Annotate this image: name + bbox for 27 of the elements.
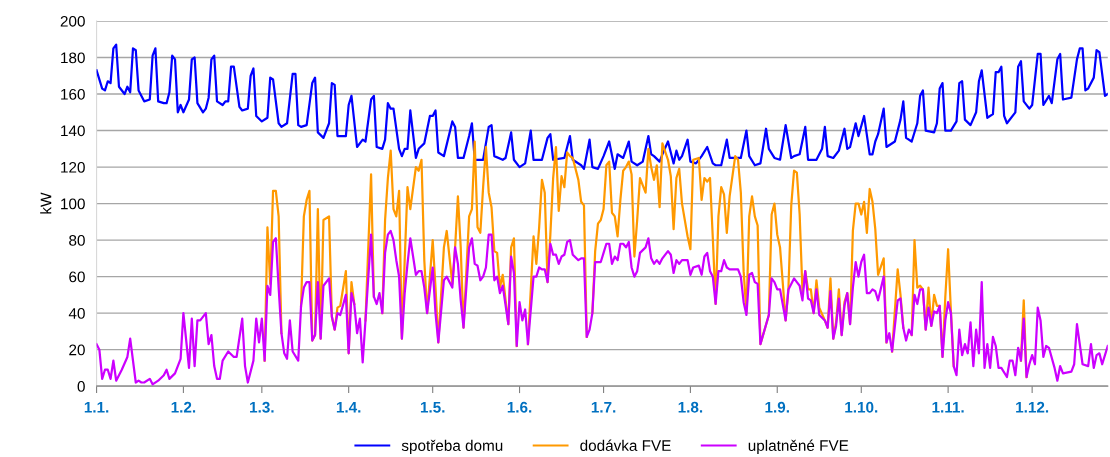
x-tick-label: 1.4. (336, 402, 361, 413)
y-tick-label: 140 (61, 125, 85, 137)
x-tick-label: 1.6. (507, 401, 532, 413)
y-tick-label: 0 (77, 381, 85, 392)
x-tick-label: 1.9. (765, 401, 789, 413)
x-tick-label: 1.1. (84, 402, 109, 413)
legend-label: uplatněné FVE (748, 439, 849, 455)
legend-label: spotřeba domu (401, 439, 503, 455)
y-tick-label: 120 (61, 161, 85, 173)
y-tick-label: 100 (61, 198, 85, 210)
x-tick-label: 1.10. (845, 401, 878, 413)
x-tick-label: 1.7. (591, 402, 616, 413)
y-tick-label: 20 (69, 344, 85, 356)
y-tick-label: 60 (69, 271, 85, 283)
x-tick-label: 1.12. (1016, 401, 1049, 413)
x-tick-label: 1.2. (171, 401, 196, 413)
y-tick-label: 180 (61, 52, 85, 64)
y-axis-title: kW (40, 192, 52, 214)
x-tick-label: 1.11. (932, 402, 964, 413)
y-tick-label: 200 (60, 15, 85, 27)
x-tick-label: 1.3. (250, 401, 274, 413)
y-tick-label: 160 (61, 88, 85, 100)
x-tick-label: 1.5. (420, 402, 445, 413)
x-tick-label: 1.8. (678, 401, 703, 413)
y-tick-label: 40 (68, 308, 85, 319)
y-tick-label: 80 (69, 234, 85, 246)
legend-label: dodávka FVE (580, 439, 671, 451)
